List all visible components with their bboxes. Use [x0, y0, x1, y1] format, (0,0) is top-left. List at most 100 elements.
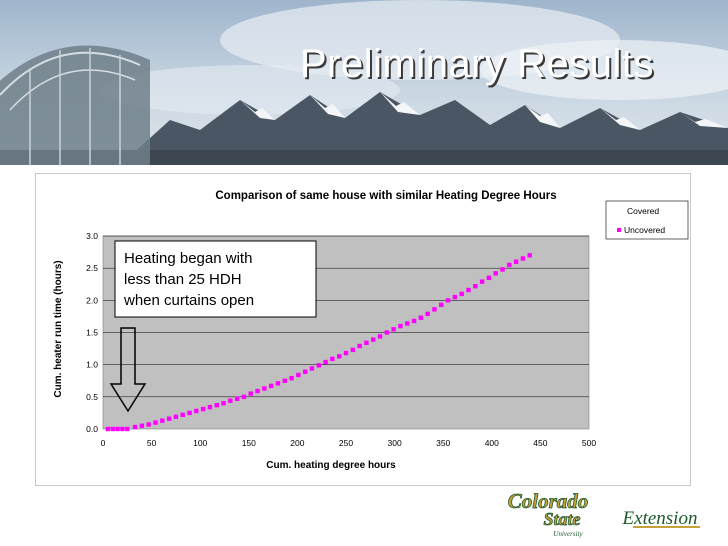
data-point [432, 307, 437, 312]
data-point [350, 347, 356, 353]
y-axis-title: Cum. heater run time (hours) [53, 260, 64, 397]
csu-logo-line1: Colorado [508, 489, 589, 513]
chart-title: Comparison of same house with similar He… [215, 190, 556, 202]
data-point [316, 363, 321, 368]
data-point [336, 354, 342, 359]
data-point [473, 283, 478, 289]
series-uncovered [105, 253, 532, 432]
data-point [411, 318, 417, 324]
x-tick-label: 150 [242, 438, 256, 448]
y-tick-label: 0.0 [86, 424, 98, 434]
y-tick-label: 2.0 [86, 295, 98, 305]
annotation-callout: Heating began with less than 25 HDH when… [109, 240, 317, 413]
data-point [296, 372, 301, 378]
data-point [234, 396, 240, 401]
annotation-line-2: less than 25 HDH [124, 271, 242, 288]
csu-logo: Colorado State University [507, 489, 589, 538]
legend-label-uncovered: Uncovered [624, 225, 665, 235]
legend: Covered Uncovered [605, 200, 689, 240]
data-point [445, 298, 451, 303]
extension-logo: Extension [622, 508, 700, 529]
annotation-line-3: when curtains open [123, 292, 254, 309]
header-banner: Preliminary Results [0, 0, 728, 165]
data-point [146, 422, 151, 427]
y-tick-label: 3.0 [86, 231, 98, 241]
data-point [500, 267, 505, 272]
data-point [268, 383, 274, 389]
data-point [132, 424, 138, 430]
data-point [275, 381, 281, 386]
y-tick-label: 1.5 [86, 328, 98, 338]
x-tick-label: 250 [339, 438, 353, 448]
data-point [507, 262, 512, 268]
data-point [153, 420, 158, 425]
data-point [418, 315, 424, 320]
data-point [377, 334, 383, 339]
x-tick-label: 450 [533, 438, 547, 448]
chart-container: Comparison of same house with similar He… [35, 173, 691, 486]
data-point [194, 408, 199, 414]
csu-logo-line3: University [553, 530, 583, 538]
data-point [364, 340, 369, 345]
data-point [125, 426, 130, 432]
data-point [486, 275, 492, 281]
data-point [398, 323, 403, 329]
data-point [139, 423, 145, 428]
data-point [452, 294, 458, 300]
down-arrow-icon [109, 327, 147, 413]
x-tick-label: 200 [290, 438, 304, 448]
data-point [439, 302, 444, 308]
data-point [262, 386, 267, 391]
data-point [357, 343, 362, 349]
x-tick-label: 100 [193, 438, 207, 448]
csu-logo-line2: State [543, 509, 580, 529]
data-point [309, 366, 315, 371]
y-tick-label: 2.5 [86, 263, 98, 273]
x-tick-label: 350 [436, 438, 450, 448]
data-point [160, 418, 165, 423]
x-tick-label: 500 [582, 438, 596, 448]
data-point [228, 398, 233, 403]
legend-marker-uncovered [617, 228, 621, 232]
data-point [120, 426, 125, 432]
data-point [384, 330, 390, 335]
data-point [343, 350, 349, 356]
y-tick-label: 1.0 [86, 360, 98, 370]
x-axis-title: Cum. heating degree hours [266, 460, 396, 471]
data-point [527, 253, 532, 258]
data-point [166, 416, 172, 421]
data-point [255, 388, 260, 394]
data-point [391, 327, 396, 332]
mountain-banner-image [0, 0, 728, 165]
data-point [105, 426, 111, 432]
annotation-line-1: Heating began with [124, 250, 252, 267]
extension-logo-text: Extension [622, 508, 698, 529]
data-point [214, 402, 219, 408]
data-point [110, 426, 115, 432]
chart: Comparison of same house with similar He… [53, 190, 689, 471]
slide-title: Preliminary Results [300, 42, 655, 86]
legend-box [605, 200, 689, 240]
x-tick-label: 400 [485, 438, 499, 448]
data-point [479, 279, 485, 284]
data-point [302, 369, 308, 374]
data-point [248, 391, 253, 396]
data-point [513, 259, 519, 264]
data-point [466, 287, 471, 293]
data-point [282, 378, 287, 383]
data-point [405, 321, 410, 326]
data-point [520, 256, 526, 261]
data-point [241, 394, 247, 400]
x-tick-label: 300 [388, 438, 402, 448]
x-tick-label: 50 [147, 438, 157, 448]
legend-label-covered: Covered [627, 206, 659, 216]
y-tick-label: 0.5 [86, 392, 98, 402]
data-point [207, 404, 213, 410]
data-point [289, 375, 294, 381]
annotation-box [114, 240, 317, 318]
data-point [425, 311, 430, 317]
data-point [493, 271, 498, 276]
data-point [371, 337, 376, 342]
data-point [200, 406, 206, 412]
data-point [180, 412, 185, 418]
